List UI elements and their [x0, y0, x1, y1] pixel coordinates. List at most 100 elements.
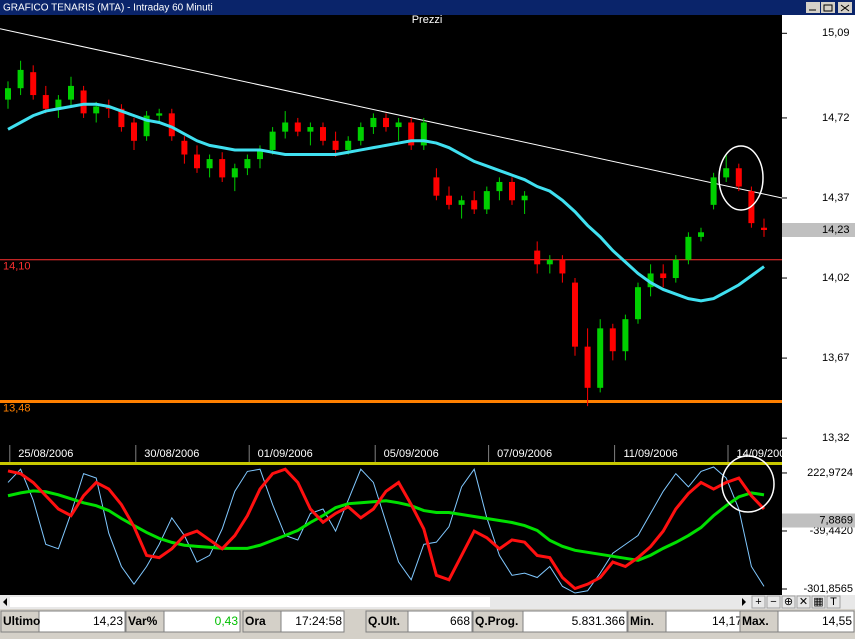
minimize-button[interactable] — [806, 2, 820, 13]
chart-title: Prezzi — [412, 14, 443, 26]
price-panel — [0, 15, 782, 445]
separator — [0, 462, 782, 465]
status-value-cell — [777, 610, 855, 633]
candle-body — [609, 328, 616, 352]
price-axis — [782, 15, 855, 464]
status-label: Max. — [742, 614, 769, 628]
candle-body — [156, 113, 163, 116]
candle-body — [219, 159, 226, 178]
toolbar-icon[interactable]: ✕ — [799, 596, 808, 608]
status-label: Ultimo — [3, 614, 40, 628]
status-value-cell — [522, 610, 628, 633]
toolbar-button[interactable] — [781, 595, 796, 609]
candle-body — [168, 113, 175, 137]
toolbar-icon[interactable]: − — [770, 596, 776, 608]
y-tick-label: -39,4420 — [810, 525, 853, 537]
candle-body — [597, 328, 604, 388]
candle-body — [471, 200, 478, 210]
window-buttons[interactable] — [806, 2, 852, 13]
scroll-right[interactable] — [742, 598, 746, 606]
toolbar-button[interactable] — [751, 595, 766, 609]
toolbar-icon[interactable]: T — [830, 596, 837, 608]
toolbar-icon[interactable]: ▦ — [813, 596, 823, 608]
candle-body — [735, 168, 742, 187]
toolbar-icon[interactable]: + — [755, 596, 761, 608]
moving-average — [7, 102, 765, 303]
candle-body — [483, 191, 490, 210]
status-label: Min. — [630, 614, 654, 628]
candle-body — [635, 287, 641, 320]
candle-body — [521, 195, 528, 201]
x-tick-label: 11/09/2006 — [623, 448, 677, 460]
y-tick-label: 14,72 — [822, 112, 850, 124]
highlight-circle — [721, 455, 775, 513]
candle-body — [357, 127, 364, 141]
toolbar-button[interactable] — [826, 595, 841, 609]
status-value-cell — [280, 610, 345, 633]
scroll-left[interactable] — [3, 598, 7, 606]
y-tick-label: 13,32 — [822, 432, 850, 444]
status-value-cell — [38, 610, 126, 633]
status-label: Q.Prog. — [475, 614, 518, 628]
y-tick-label: -301,8565 — [803, 583, 853, 595]
status-label: Ora — [245, 614, 266, 628]
y-tick-label: 15,09 — [822, 27, 850, 39]
candle-body — [420, 122, 427, 146]
scroll-track[interactable] — [10, 597, 490, 607]
candle-body — [68, 85, 74, 100]
y-tick-label: 14,02 — [822, 272, 850, 284]
candle-body — [395, 122, 402, 128]
last-value-box — [782, 513, 855, 528]
candle-body — [17, 69, 24, 89]
oscillator-line — [7, 466, 765, 594]
toolbar-button[interactable] — [796, 595, 811, 609]
oscillator-axis — [782, 464, 855, 595]
candle-body — [131, 122, 137, 141]
y-tick-label: 13,67 — [822, 352, 850, 364]
status-value: 17:24:58 — [295, 614, 342, 628]
candle-body — [231, 168, 238, 178]
candle-body — [458, 200, 465, 205]
candle-body — [509, 181, 515, 201]
candle-body — [320, 127, 326, 141]
x-tick-label: 30/08/2006 — [144, 448, 199, 460]
candle-body — [30, 72, 37, 96]
last-value-label: 14,23 — [822, 224, 850, 236]
candle-body — [5, 88, 11, 100]
candle-body — [257, 149, 263, 160]
candle-body — [622, 319, 629, 352]
highlight-circle — [718, 145, 764, 211]
toolbar-button[interactable] — [811, 595, 826, 609]
toolbar-button[interactable] — [766, 595, 781, 609]
candle-body — [181, 140, 188, 155]
last-value-label: 7,8869 — [819, 514, 853, 526]
candle-body — [761, 227, 767, 230]
status-label: Q.Ult. — [368, 614, 400, 628]
toolbar-icon[interactable]: ⊕ — [784, 596, 793, 608]
y-tick-label: 222,9724 — [807, 467, 853, 479]
candle-body — [723, 168, 730, 178]
candle-body — [559, 259, 566, 274]
candle-body — [80, 90, 87, 114]
candle-body — [496, 181, 503, 192]
x-tick-label: 14/09/2006 — [736, 448, 791, 460]
candle-body — [534, 250, 541, 265]
candle-body — [584, 346, 591, 388]
candle-body — [660, 273, 667, 279]
y-tick-label: 14,37 — [822, 192, 850, 204]
candle-body — [433, 177, 440, 196]
candle-body — [685, 236, 692, 260]
maximize-button[interactable] — [821, 2, 835, 13]
oscillator-line — [7, 467, 766, 591]
trendline — [0, 28, 783, 199]
x-tick-label: 01/09/2006 — [258, 448, 313, 460]
candle-body — [282, 122, 289, 132]
candle-body — [710, 177, 717, 205]
candle-body — [307, 127, 314, 132]
candle-body — [143, 115, 150, 137]
status-label: Var% — [128, 614, 158, 628]
last-value-box — [782, 223, 855, 237]
candle-body — [446, 195, 452, 205]
